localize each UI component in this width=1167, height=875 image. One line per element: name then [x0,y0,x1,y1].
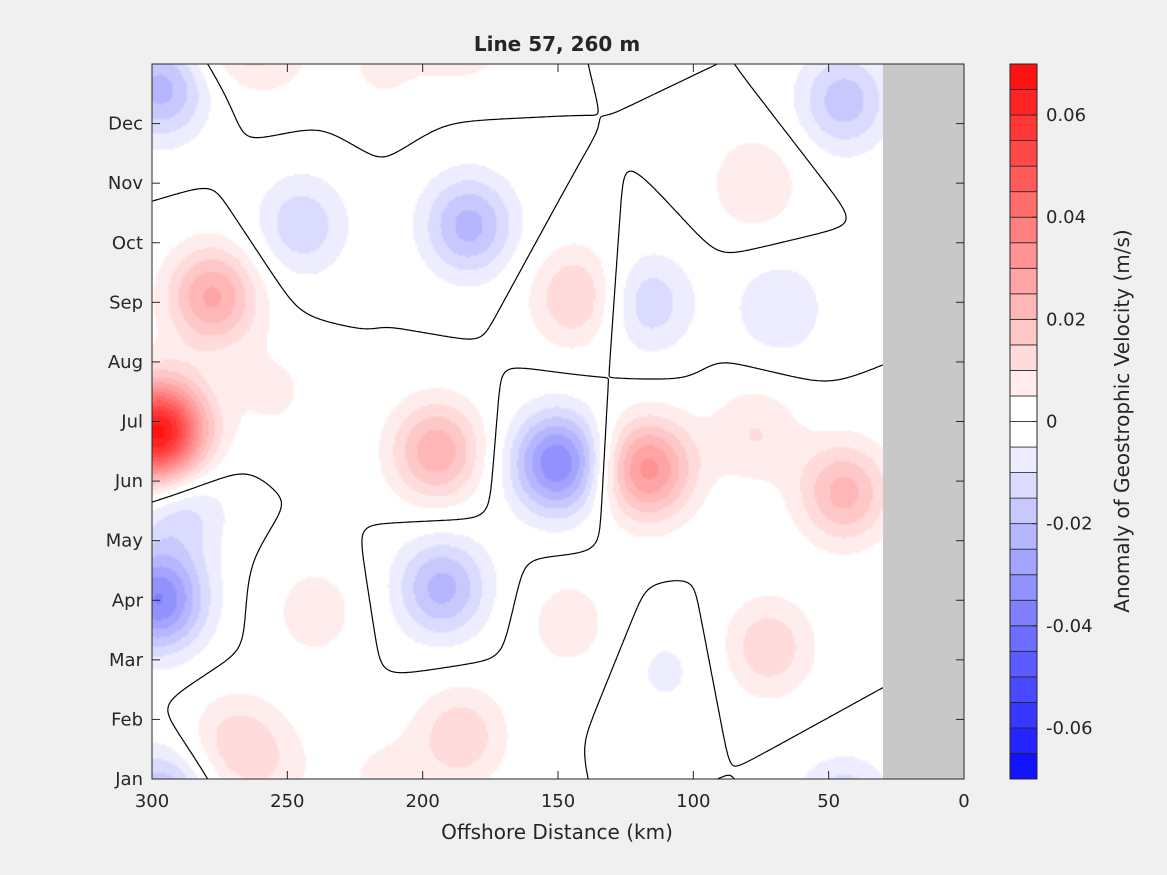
colorbar-band [1009,650,1038,678]
colorbar-band [1009,599,1038,627]
colorbar-band [1009,114,1038,142]
colorbar-band [1009,395,1038,422]
colorbar-band [1009,548,1038,576]
y-tick-label: Oct [112,233,143,254]
colorbar-band [1009,191,1038,218]
colorbar-label: Anomaly of Geostrophic Velocity (m/s) [1110,229,1134,612]
x-tick-label: 150 [541,791,575,812]
colorbar-band [1009,89,1038,116]
colorbar-tick-label: -0.04 [1046,616,1093,637]
colorbar-band [1009,267,1038,295]
y-tick-label: Feb [111,709,143,730]
y-tick-label: Dec [108,114,143,135]
x-tick-label: 50 [817,791,840,812]
x-axis-label: Offshore Distance (km) [441,820,673,844]
x-tick-label: 100 [676,791,710,812]
colorbar-band [1009,216,1038,244]
colorbar-band [1009,676,1038,703]
colorbar-band [1009,625,1038,652]
colorbar-tick-label: -0.02 [1046,514,1093,535]
y-tick-label: Sep [109,292,143,313]
y-tick-label: Jun [114,471,143,492]
no-data-region [883,64,964,779]
velocity-anomaly-field [152,64,883,779]
colorbar-band [1009,370,1038,397]
y-axis: Jan Feb Mar Apr May Jun Jul Aug Sep Oct Nov Dec [106,114,964,790]
colorbar-band [1009,165,1038,193]
colorbar-band [1009,242,1038,269]
chart-title: Line 57, 260 m [474,32,640,56]
x-tick-label: 0 [958,791,969,812]
colorbar-band [1009,446,1038,473]
colorbar-band [1009,701,1038,729]
y-tick-label: May [106,531,144,552]
x-tick-label: 200 [405,791,439,812]
y-tick-label: Aug [108,352,143,373]
colorbar-band [1009,574,1038,601]
colorbar-tick-label: 0.02 [1046,309,1086,330]
plot-area: 300 250 200 150 100 50 0 Jan Feb Mar Apr May Jun Jul… [106,63,970,812]
colorbar: 0.06 0.04 0.02 0 -0.02 -0.04 -0.06 [1009,63,1093,780]
colorbar-band [1009,497,1038,525]
colorbar-band [1009,318,1038,346]
y-tick-label: Nov [108,173,143,194]
colorbar-band [1009,472,1038,499]
x-tick-label: 250 [270,791,304,812]
colorbar-band [1009,421,1038,448]
y-tick-label: Jan [114,769,143,790]
colorbar-tick-label: 0.06 [1046,105,1086,126]
colorbar-band [1009,523,1038,550]
y-tick-label: Mar [109,650,144,671]
colorbar-band [1009,140,1038,167]
colorbar-band [1009,293,1038,320]
x-tick-label: 300 [135,791,169,812]
colorbar-tick-label: 0 [1046,412,1057,433]
colorbar-band [1009,344,1038,371]
y-tick-label: Jul [120,412,143,433]
y-tick-label: Apr [112,590,144,611]
x-axis: 300 250 200 150 100 50 0 [135,64,970,812]
colorbar-band [1009,753,1038,780]
colorbar-band [1009,63,1038,90]
colorbar-band [1009,727,1038,754]
zero-contour-lines [151,63,884,780]
colorbar-tick-label: -0.06 [1046,718,1093,739]
colorbar-tick-label: 0.04 [1046,207,1086,228]
